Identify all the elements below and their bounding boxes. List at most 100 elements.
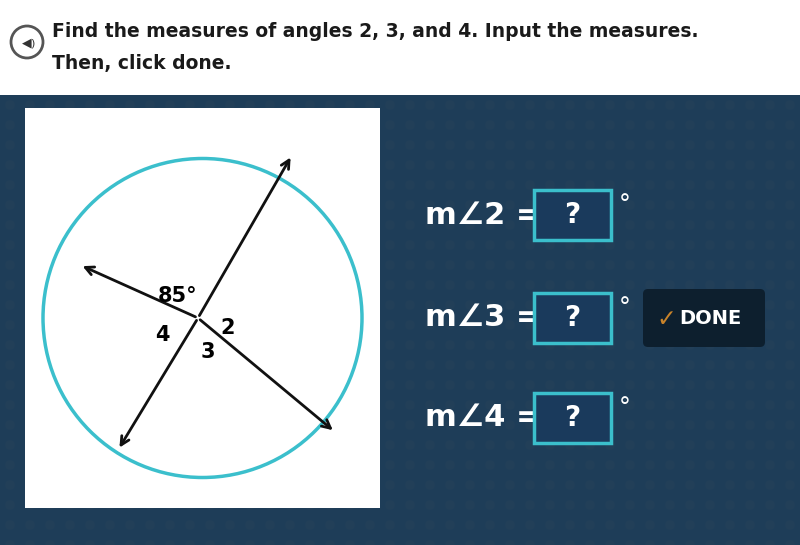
Circle shape bbox=[5, 320, 15, 330]
Circle shape bbox=[105, 320, 115, 330]
Circle shape bbox=[225, 160, 235, 170]
Circle shape bbox=[565, 300, 575, 310]
Circle shape bbox=[605, 240, 615, 250]
Circle shape bbox=[165, 120, 175, 130]
Circle shape bbox=[725, 180, 735, 190]
Circle shape bbox=[205, 280, 215, 290]
Circle shape bbox=[245, 340, 255, 350]
Circle shape bbox=[305, 340, 315, 350]
Circle shape bbox=[425, 220, 435, 230]
Circle shape bbox=[165, 280, 175, 290]
Circle shape bbox=[325, 200, 335, 210]
Circle shape bbox=[85, 440, 95, 450]
Circle shape bbox=[765, 240, 775, 250]
Circle shape bbox=[605, 320, 615, 330]
Circle shape bbox=[5, 100, 15, 110]
Circle shape bbox=[585, 320, 595, 330]
Circle shape bbox=[365, 180, 375, 190]
Circle shape bbox=[285, 360, 295, 370]
Circle shape bbox=[205, 240, 215, 250]
Circle shape bbox=[545, 440, 555, 450]
Circle shape bbox=[325, 480, 335, 490]
Circle shape bbox=[125, 240, 135, 250]
Circle shape bbox=[225, 440, 235, 450]
Circle shape bbox=[445, 340, 455, 350]
Circle shape bbox=[65, 120, 75, 130]
Circle shape bbox=[185, 480, 195, 490]
Circle shape bbox=[745, 260, 755, 270]
Circle shape bbox=[405, 240, 415, 250]
Circle shape bbox=[645, 420, 655, 430]
Circle shape bbox=[325, 500, 335, 510]
Circle shape bbox=[465, 340, 475, 350]
Circle shape bbox=[5, 540, 15, 545]
Circle shape bbox=[5, 280, 15, 290]
Circle shape bbox=[285, 520, 295, 530]
Circle shape bbox=[605, 400, 615, 410]
Circle shape bbox=[145, 180, 155, 190]
Circle shape bbox=[285, 200, 295, 210]
Circle shape bbox=[565, 540, 575, 545]
Text: m∠3 =: m∠3 = bbox=[425, 304, 542, 332]
Circle shape bbox=[525, 180, 535, 190]
Circle shape bbox=[765, 100, 775, 110]
Circle shape bbox=[725, 480, 735, 490]
Circle shape bbox=[205, 100, 215, 110]
Circle shape bbox=[445, 420, 455, 430]
Circle shape bbox=[245, 500, 255, 510]
Circle shape bbox=[605, 280, 615, 290]
Circle shape bbox=[545, 320, 555, 330]
Circle shape bbox=[485, 120, 495, 130]
Circle shape bbox=[385, 360, 395, 370]
Circle shape bbox=[185, 500, 195, 510]
Circle shape bbox=[25, 540, 35, 545]
Circle shape bbox=[265, 300, 275, 310]
Circle shape bbox=[385, 500, 395, 510]
Text: DONE: DONE bbox=[679, 310, 741, 329]
Circle shape bbox=[425, 160, 435, 170]
Circle shape bbox=[305, 420, 315, 430]
Circle shape bbox=[225, 280, 235, 290]
Circle shape bbox=[185, 240, 195, 250]
Circle shape bbox=[465, 300, 475, 310]
Circle shape bbox=[265, 340, 275, 350]
Circle shape bbox=[465, 540, 475, 545]
Circle shape bbox=[105, 300, 115, 310]
Circle shape bbox=[565, 520, 575, 530]
Circle shape bbox=[165, 340, 175, 350]
Circle shape bbox=[665, 420, 675, 430]
Circle shape bbox=[765, 400, 775, 410]
Circle shape bbox=[425, 260, 435, 270]
Circle shape bbox=[625, 340, 635, 350]
Circle shape bbox=[345, 340, 355, 350]
Circle shape bbox=[325, 240, 335, 250]
Circle shape bbox=[485, 180, 495, 190]
Circle shape bbox=[405, 100, 415, 110]
Circle shape bbox=[485, 540, 495, 545]
Circle shape bbox=[105, 520, 115, 530]
Circle shape bbox=[785, 220, 795, 230]
Circle shape bbox=[745, 340, 755, 350]
Circle shape bbox=[65, 300, 75, 310]
Circle shape bbox=[65, 400, 75, 410]
Circle shape bbox=[25, 440, 35, 450]
Circle shape bbox=[765, 460, 775, 470]
Circle shape bbox=[685, 520, 695, 530]
Circle shape bbox=[625, 260, 635, 270]
Circle shape bbox=[505, 380, 515, 390]
Circle shape bbox=[445, 480, 455, 490]
Circle shape bbox=[725, 100, 735, 110]
Circle shape bbox=[25, 480, 35, 490]
Circle shape bbox=[785, 520, 795, 530]
Circle shape bbox=[585, 440, 595, 450]
Circle shape bbox=[205, 520, 215, 530]
Circle shape bbox=[685, 160, 695, 170]
Circle shape bbox=[365, 300, 375, 310]
Circle shape bbox=[585, 300, 595, 310]
Circle shape bbox=[125, 320, 135, 330]
Circle shape bbox=[665, 540, 675, 545]
Circle shape bbox=[405, 500, 415, 510]
Circle shape bbox=[285, 120, 295, 130]
Circle shape bbox=[325, 320, 335, 330]
Circle shape bbox=[705, 100, 715, 110]
